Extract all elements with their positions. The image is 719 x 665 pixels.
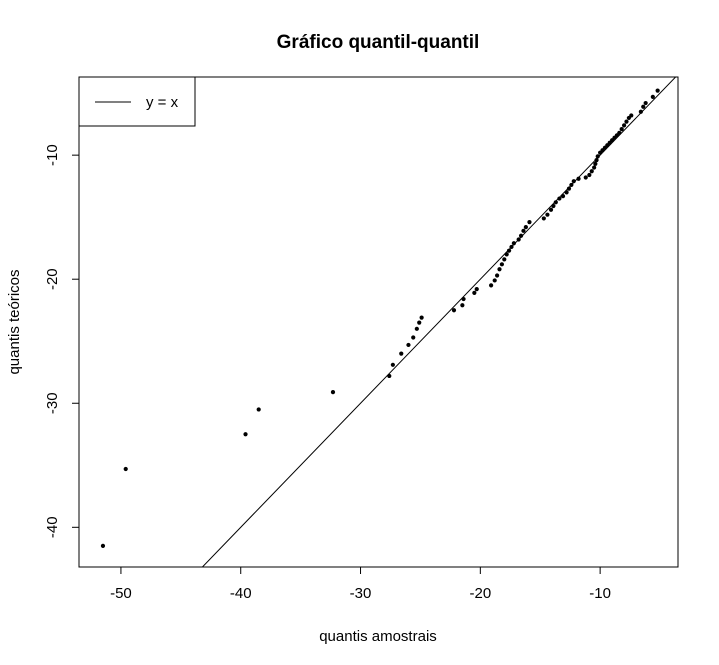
data-point bbox=[256, 407, 261, 412]
data-point bbox=[460, 303, 465, 308]
data-point bbox=[583, 175, 588, 180]
x-axis: -50 -40 -30 -20 -10 bbox=[110, 566, 611, 602]
data-point bbox=[650, 94, 655, 99]
data-point bbox=[523, 225, 528, 230]
data-point bbox=[629, 113, 634, 118]
data-point bbox=[502, 257, 507, 262]
data-point bbox=[594, 158, 599, 163]
y-axis: -40 -30 -20 -10 bbox=[44, 144, 80, 538]
data-point bbox=[489, 283, 494, 288]
data-point bbox=[461, 296, 466, 302]
data-point bbox=[527, 220, 532, 225]
data-point bbox=[387, 373, 392, 379]
data-point bbox=[619, 127, 624, 132]
y-tick-label: -10 bbox=[44, 144, 61, 166]
data-point bbox=[541, 216, 546, 221]
data-point bbox=[560, 193, 566, 199]
data-point bbox=[243, 432, 248, 437]
data-point bbox=[390, 362, 395, 367]
x-axis-label: quantis amostrais bbox=[319, 628, 437, 645]
data-point bbox=[509, 244, 514, 250]
data-point bbox=[504, 252, 509, 257]
data-point bbox=[414, 326, 419, 331]
data-point bbox=[123, 466, 128, 472]
x-tick-label: -30 bbox=[350, 585, 372, 602]
data-point bbox=[551, 203, 556, 209]
data-point bbox=[643, 100, 648, 106]
data-point bbox=[624, 119, 629, 124]
data-point bbox=[566, 186, 572, 191]
chart-title: Gráfico quantil-quantil bbox=[277, 32, 480, 53]
data-point bbox=[411, 335, 416, 340]
data-point bbox=[587, 172, 592, 178]
data-point bbox=[638, 109, 643, 114]
data-point bbox=[492, 278, 497, 283]
data-point bbox=[474, 287, 479, 292]
data-point bbox=[521, 228, 526, 233]
legend-entry-label: y = x bbox=[146, 94, 179, 111]
data-point bbox=[569, 182, 574, 188]
data-point bbox=[406, 342, 411, 348]
data-point bbox=[592, 165, 597, 170]
data-point bbox=[516, 237, 521, 242]
data-point bbox=[655, 88, 660, 93]
data-point bbox=[617, 130, 622, 135]
y-tick-label: -40 bbox=[44, 516, 61, 538]
data-point bbox=[564, 190, 569, 195]
data-point bbox=[451, 308, 457, 313]
data-point bbox=[553, 200, 558, 205]
plot-area bbox=[100, 77, 677, 567]
x-tick-label: -10 bbox=[589, 585, 611, 602]
data-point bbox=[330, 389, 336, 395]
legend: y = x bbox=[78, 76, 196, 127]
data-point bbox=[399, 351, 404, 356]
x-tick-label: -40 bbox=[230, 585, 252, 602]
data-point bbox=[511, 241, 516, 246]
data-point bbox=[595, 154, 600, 159]
data-point bbox=[593, 161, 598, 166]
data-point bbox=[518, 233, 524, 238]
data-point bbox=[557, 196, 562, 201]
x-tick-label: -20 bbox=[469, 585, 491, 602]
data-point bbox=[506, 248, 512, 253]
data-point bbox=[571, 179, 576, 184]
data-point bbox=[641, 104, 646, 109]
data-point bbox=[419, 315, 424, 320]
data-point bbox=[545, 212, 550, 217]
data-point bbox=[589, 169, 594, 174]
data-point bbox=[100, 543, 106, 549]
data-point bbox=[576, 176, 581, 181]
data-point bbox=[472, 290, 477, 295]
data-point bbox=[417, 320, 422, 325]
data-point bbox=[499, 262, 504, 267]
data-point bbox=[495, 273, 500, 278]
y-tick-label: -30 bbox=[44, 392, 61, 414]
y-axis-label: quantis teóricos bbox=[6, 269, 23, 374]
data-point bbox=[621, 123, 627, 128]
x-tick-label: -50 bbox=[110, 585, 132, 602]
y-tick-label: -20 bbox=[44, 268, 61, 290]
data-point bbox=[548, 207, 554, 212]
data-point bbox=[497, 267, 502, 272]
